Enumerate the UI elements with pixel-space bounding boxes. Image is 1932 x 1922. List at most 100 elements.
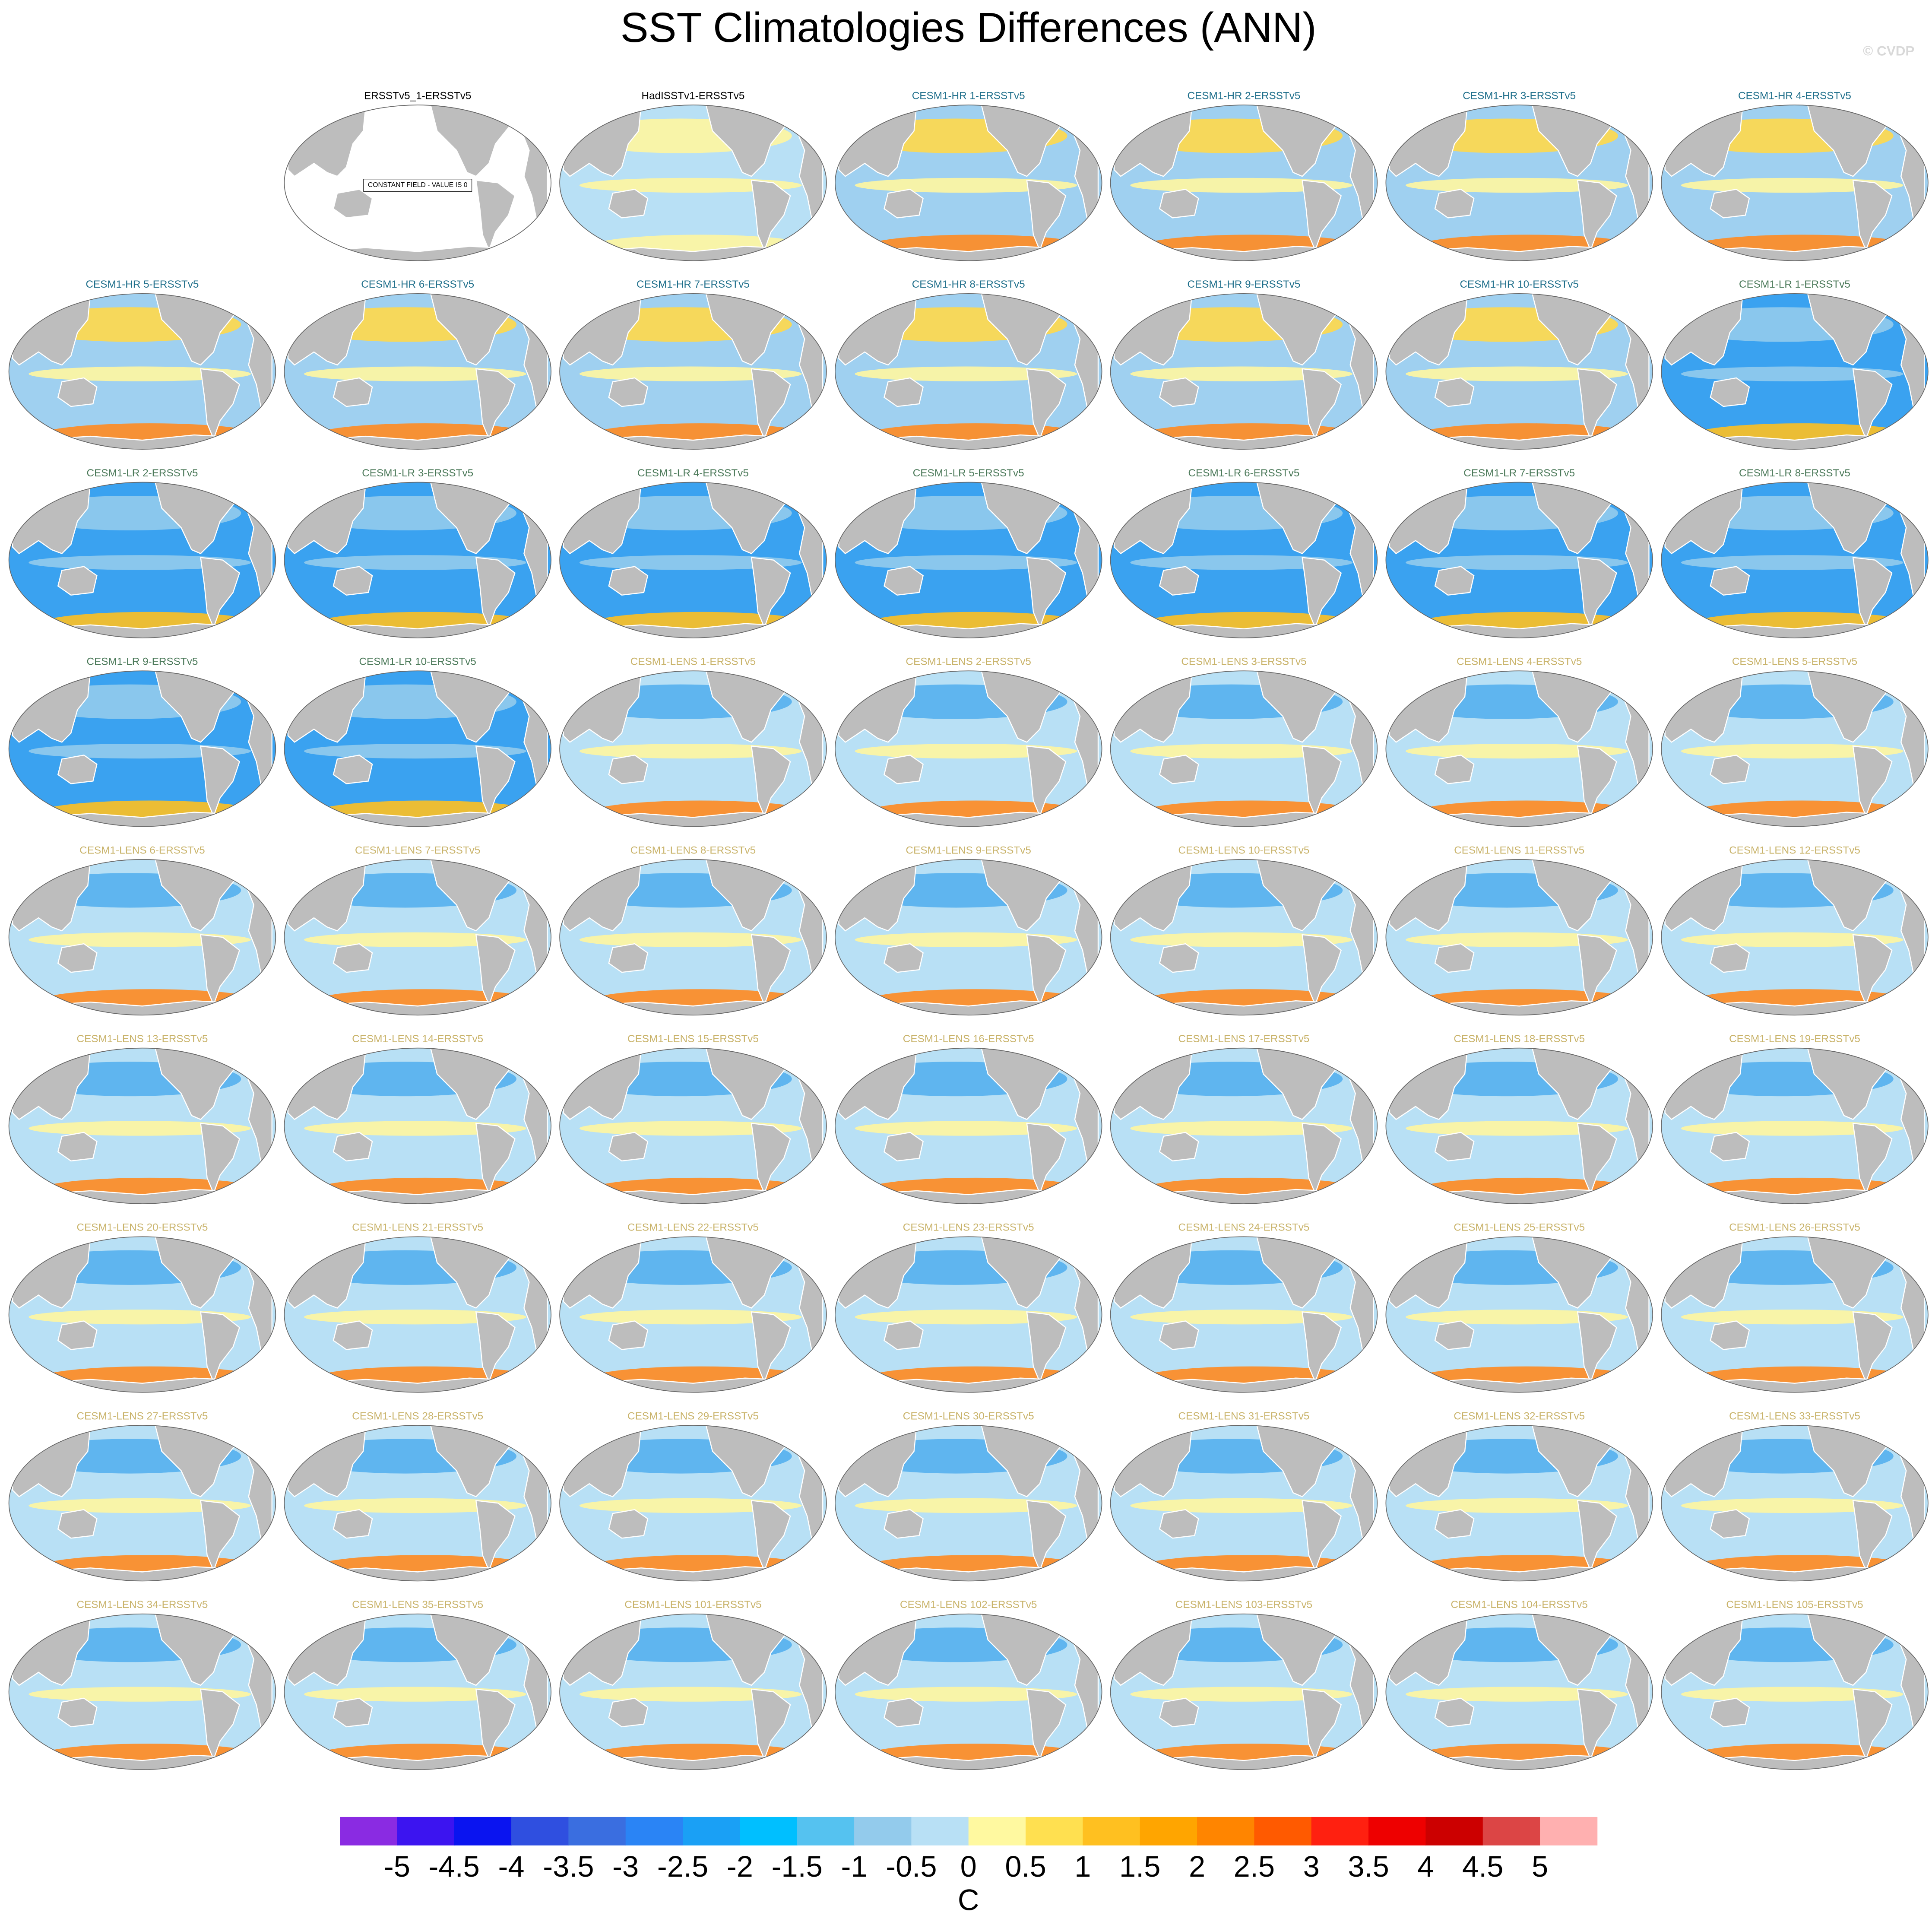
map-outline [1110, 670, 1378, 827]
panel-title: CESM1-LR 9-ERSSTv5 [87, 656, 198, 668]
colorbar-label: 4 [1417, 1850, 1434, 1883]
map-panel: CESM1-LENS 5-ERSSTv5 [1661, 656, 1929, 827]
map-outline [8, 1425, 276, 1582]
map-body [1661, 1237, 1928, 1392]
map-panel: CESM1-LENS 103-ERSSTv5 [1110, 1599, 1378, 1770]
map-panel: CESM1-HR 10-ERSSTv5 [1385, 279, 1653, 450]
map-outline [834, 1425, 1102, 1582]
colorbar-box [340, 1817, 398, 1846]
map-panel: CESM1-LENS 13-ERSSTv5 [8, 1033, 276, 1204]
panel-title: CESM1-LENS 104-ERSSTv5 [1451, 1599, 1588, 1611]
colorbar-box [1311, 1817, 1369, 1846]
map-outline [834, 105, 1102, 261]
map-outline [284, 1425, 551, 1582]
panel-title: CESM1-LENS 11-ERSSTv5 [1454, 844, 1584, 856]
map-body [1386, 105, 1653, 261]
map-outline [1661, 105, 1929, 261]
map-body [9, 1048, 276, 1204]
panel-title: CESM1-LENS 6-ERSSTv5 [79, 844, 205, 856]
map-body [1386, 671, 1653, 827]
map-outline [834, 859, 1102, 1016]
map-panel: CESM1-LR 9-ERSSTv5 [8, 656, 276, 827]
map-body [1661, 1425, 1928, 1581]
map-panel: CESM1-LR 2-ERSSTv5 [8, 467, 276, 638]
panel-title: CESM1-LR 8-ERSSTv5 [1739, 467, 1850, 479]
map-outline [1661, 1236, 1929, 1393]
map-outline [1385, 1613, 1653, 1770]
map-outline [834, 1236, 1102, 1393]
map-panel: CESM1-LENS 24-ERSSTv5 [1110, 1222, 1378, 1393]
colorbar-box [797, 1817, 855, 1846]
panel-title: CESM1-LENS 14-ERSSTv5 [352, 1033, 483, 1045]
panel-title: CESM1-HR 4-ERSSTv5 [1738, 90, 1851, 101]
colorbar-box [625, 1817, 683, 1846]
map-panel: CESM1-LENS 2-ERSSTv5 [834, 656, 1102, 827]
map-body [560, 1614, 827, 1770]
colorbar-box [854, 1817, 912, 1846]
map-panel: CESM1-LENS 31-ERSSTv5 [1110, 1410, 1378, 1582]
map-outline [1661, 1047, 1929, 1204]
panel-title: CESM1-LR 3-ERSSTv5 [362, 467, 473, 479]
map-outline [1661, 1613, 1929, 1770]
map-body [9, 293, 276, 450]
map-outline [559, 482, 827, 638]
colorbar-label: -5 [384, 1850, 410, 1883]
colorbar-label: -4 [498, 1850, 525, 1883]
map-body [284, 859, 551, 1015]
colorbar-box [1368, 1817, 1426, 1846]
map-body [1661, 859, 1928, 1015]
panel-title: CESM1-LENS 15-ERSSTv5 [627, 1033, 759, 1045]
map-body [284, 1237, 551, 1392]
map-outline [1385, 482, 1653, 638]
colorbar-label: -3.5 [543, 1850, 594, 1883]
watermark: © CVDP [1863, 43, 1914, 58]
map-outline [1110, 105, 1378, 261]
panel-title: CESM1-LENS 3-ERSSTv5 [1181, 656, 1306, 668]
map-outline [284, 859, 551, 1016]
panel-title: CESM1-LENS 25-ERSSTv5 [1454, 1222, 1585, 1234]
map-outline [284, 105, 551, 261]
panel-grid: ERSSTv5_1-ERSSTv5 CONSTANT FIELD - VALUE … [8, 90, 1929, 1770]
panel-title: CESM1-HR 1-ERSSTv5 [912, 90, 1025, 101]
panel-annotation: CONSTANT FIELD - VALUE IS 0 [368, 181, 468, 189]
map-body [1110, 671, 1378, 827]
map-panel: CESM1-LENS 1-ERSSTv5 [559, 656, 827, 827]
annotation-box [363, 179, 472, 192]
map-panel: CESM1-LENS 32-ERSSTv5 [1385, 1410, 1653, 1582]
map-outline [559, 105, 827, 261]
map-panel: CESM1-LR 8-ERSSTv5 [1661, 467, 1929, 638]
panel-title: CESM1-LR 1-ERSSTv5 [1739, 279, 1850, 290]
map-panel: CESM1-LR 1-ERSSTv5 [1661, 279, 1929, 450]
colorbar-box [1140, 1817, 1197, 1846]
panel-title: CESM1-LENS 27-ERSSTv5 [77, 1410, 208, 1422]
map-panel: CESM1-LENS 16-ERSSTv5 [834, 1033, 1102, 1204]
panel-title: CESM1-LENS 30-ERSSTv5 [903, 1410, 1034, 1422]
map-panel: CESM1-LENS 18-ERSSTv5 [1385, 1033, 1653, 1204]
map-panel: CESM1-HR 6-ERSSTv5 [284, 279, 551, 450]
map-body [284, 1048, 551, 1204]
map-panel: CESM1-LENS 35-ERSSTv5 [284, 1599, 551, 1770]
colorbar-label: 0.5 [1005, 1850, 1046, 1883]
panel-title: CESM1-LENS 18-ERSSTv5 [1454, 1033, 1585, 1045]
colorbar-label: 4.5 [1462, 1850, 1503, 1883]
panel-title: CESM1-LR 5-ERSSTv5 [913, 467, 1024, 479]
map-outline [834, 482, 1102, 638]
map-body [1661, 482, 1928, 638]
panel-title: CESM1-LENS 34-ERSSTv5 [77, 1599, 208, 1611]
panel-title: CESM1-LENS 101-ERSSTv5 [624, 1599, 761, 1611]
colorbar-label: -0.5 [886, 1850, 937, 1883]
map-panel: CESM1-HR 1-ERSSTv5 [834, 90, 1102, 261]
map-outline [1661, 859, 1929, 1016]
map-body [560, 293, 827, 450]
map-body [835, 1425, 1102, 1581]
map-panel: CESM1-LENS 33-ERSSTv5 [1661, 1410, 1929, 1582]
colorbar-box [1254, 1817, 1312, 1846]
panel-title: CESM1-LENS 28-ERSSTv5 [352, 1410, 483, 1422]
map-outline [1661, 1425, 1929, 1582]
panel-title: CESM1-LENS 29-ERSSTv5 [627, 1410, 759, 1422]
colorbar-box [683, 1817, 741, 1846]
panel-title: CESM1-LENS 2-ERSSTv5 [906, 656, 1031, 668]
map-panel: CESM1-LR 4-ERSSTv5 [559, 467, 827, 638]
panel-title: CESM1-LENS 8-ERSSTv5 [630, 844, 756, 856]
